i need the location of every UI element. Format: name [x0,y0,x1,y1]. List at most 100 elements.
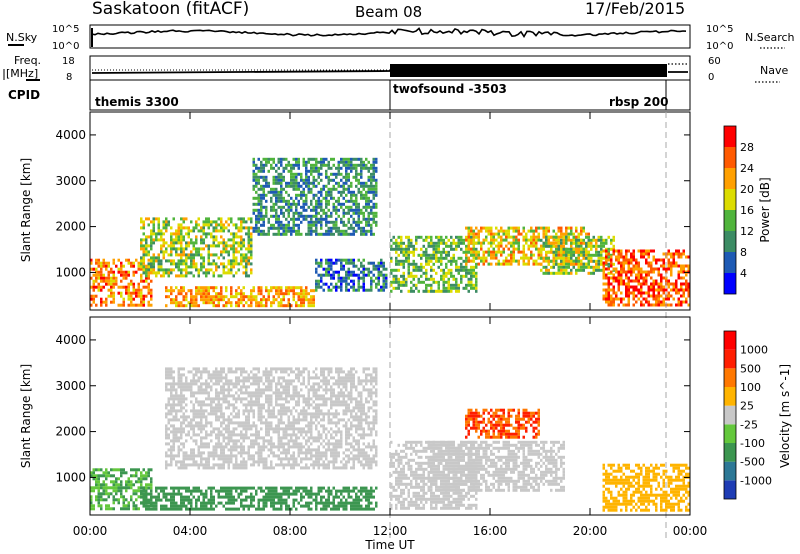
echo-cell [250,226,253,230]
echo-cell [165,442,168,446]
echo-cell [92,282,95,286]
echo-cell [530,229,533,233]
echo-cell [260,175,263,179]
echo-cell [357,223,360,227]
echo-cell [187,498,190,502]
echo-cell [167,259,170,263]
echo-cell [297,217,300,221]
echo-cell [417,235,420,239]
echo-cell [510,256,513,260]
echo-cell [480,241,483,245]
echo-cell [610,288,613,292]
echo-cell [347,270,350,274]
echo-cell [400,259,403,263]
echo-cell [185,388,188,392]
echo-cell [545,271,548,275]
echo-cell [357,501,360,505]
echo-cell [245,498,248,502]
echo-cell [112,501,115,505]
echo-cell [240,373,243,377]
echo-cell [167,376,170,380]
echo-cell [237,262,240,266]
echo-cell [632,255,635,259]
echo-cell [640,273,643,277]
echo-cell [227,244,230,248]
echo-cell [142,244,145,248]
echo-cell [620,249,623,253]
echo-cell [435,280,438,284]
echo-cell [532,229,535,233]
echo-cell [202,301,205,305]
echo-cell [480,259,483,263]
echo-cell [510,241,513,245]
echo-cell [127,480,130,484]
echo-cell [312,223,315,227]
echo-cell [180,486,183,490]
echo-cell [367,489,370,493]
echo-cell [535,238,538,242]
echo-cell [157,492,160,496]
echo-cell [315,288,318,292]
echo-cell [170,418,173,422]
echo-cell [285,223,288,227]
echo-cell [492,256,495,260]
echo-cell [465,244,468,248]
echo-cell [457,235,460,239]
freq-label: Freq. [14,54,41,67]
echo-cell [215,286,218,290]
echo-cell [545,268,548,272]
echo-cell [280,304,283,308]
echo-cell [185,217,188,221]
echo-cell [245,265,248,269]
echo-cell [315,279,318,283]
echo-cell [240,504,243,508]
echo-cell [262,507,265,511]
echo-cell [227,238,230,242]
echo-cell [335,223,338,227]
echo-cell [430,274,433,278]
echo-cell [237,304,240,308]
echo-cell [330,178,333,182]
echo-cell [155,217,158,221]
echo-cell [525,253,528,257]
echo-cell [242,241,245,245]
echo-cell [362,507,365,511]
echo-cell [422,289,425,293]
echo-cell [367,217,370,221]
echo-cell [245,301,248,305]
echo-cell [182,430,185,434]
echo-cell [297,232,300,236]
echo-cell [125,288,128,292]
echo-cell [225,286,228,290]
echo-cell [562,271,565,275]
echo-cell [382,285,385,289]
echo-cell [307,223,310,227]
echo-cell [120,303,123,307]
echo-cell [345,285,348,289]
echo-cell [557,256,560,260]
echo-cell [175,501,178,505]
echo-cell [370,276,373,280]
echo-cell [327,214,330,218]
echo-cell [122,504,125,508]
echo-cell [267,292,270,296]
echo-cell [360,498,363,502]
echo-cell [305,486,308,490]
echo-cell [187,388,190,392]
echo-cell [135,492,138,496]
echo-cell [687,303,690,307]
echo-cell [142,223,145,227]
echo-cell [445,265,448,269]
echo-cell [320,486,323,490]
echo-cell [165,454,168,458]
echo-cell [497,250,500,254]
echo-cell [122,501,125,505]
echo-cell [370,208,373,212]
echo-cell [252,202,255,206]
echo-cell [462,265,465,269]
echo-cell [100,273,103,277]
echo-cell [512,226,515,230]
echo-cell [615,267,618,271]
echo-cell [150,480,153,484]
echo-cell [240,421,243,425]
